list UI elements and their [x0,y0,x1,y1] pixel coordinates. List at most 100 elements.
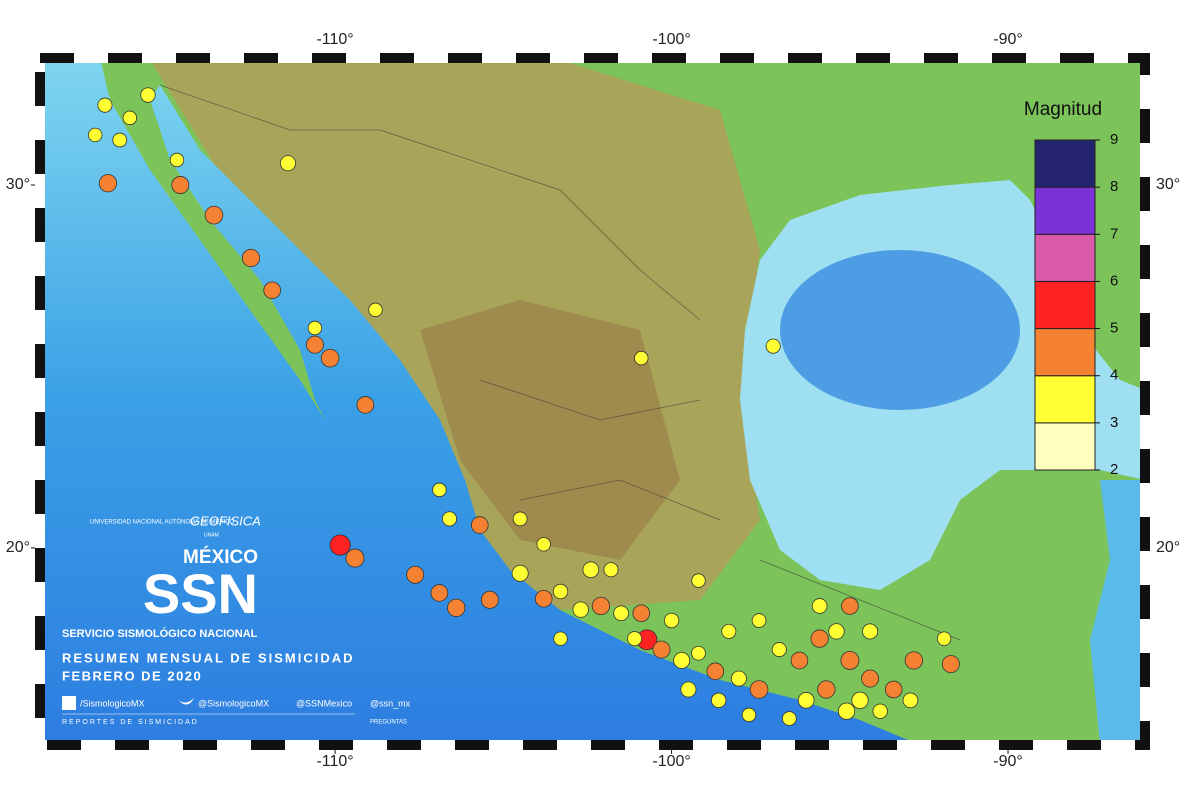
earthquake [98,174,118,193]
borders [159,84,961,641]
earthquake [345,548,365,568]
earthquake [810,629,829,648]
period: FEBRERO DE 2020 [62,668,202,683]
colorbar-label: 4 [1110,367,1118,384]
basemap [40,58,1145,745]
colorbar-swatch [1034,422,1096,471]
earthquake [320,348,340,368]
acronym: SSN [143,562,258,625]
earthquake [406,565,425,584]
earthquake [591,596,611,616]
colorbar-label: 7 [1110,225,1118,242]
earthquake [851,691,869,710]
colorbar-swatch [1034,280,1096,330]
earthquake [368,302,383,318]
colorbar-label: 6 [1110,272,1118,289]
earthquake [470,516,489,534]
earthquake [447,598,466,617]
earthquake [765,338,781,354]
colorbar-label: 9 [1110,131,1118,148]
earthquake [171,176,190,194]
earthquake [706,662,725,681]
caribbean [1090,480,1145,745]
legend: Magnitud 2 3 4 5 6 7 8 9 [1024,99,1118,478]
earthquake [632,604,651,623]
earthquake [872,703,888,719]
colorbar-label: 8 [1110,178,1118,195]
colorbar-swatch [1034,186,1096,235]
branding: UNIVERSIDAD NACIONAL AUTÓNOMA DE MÉXICO … [62,513,411,726]
country: MÉXICO [183,546,258,568]
earthquake [840,651,860,670]
earthquake [582,561,600,579]
x-tick-label-bottom: -110° [316,753,353,770]
colorbar-swatch [1034,375,1096,424]
earthquake [356,396,375,414]
earthquake [603,562,619,578]
x-tick-label-bottom: -100° [652,753,690,770]
earthquake [512,511,528,527]
earthquake [634,350,649,366]
earthquake [811,598,828,614]
earthquake [837,702,856,720]
earthquake [781,711,797,726]
colorbar-label: 3 [1110,414,1118,431]
earthquake [511,564,529,582]
x-tick-label-bottom: -90° [993,753,1023,770]
ticks: -110° -110° -100° -100° -90° -90° 20° 20° 30° 30° [6,31,1180,770]
y-tick-label-right: 20° [1156,539,1180,556]
twitter-icon [178,698,194,705]
earthquake [480,590,499,609]
unam: UNAM [204,532,219,538]
earthquake [140,87,156,103]
earthquake [751,613,767,628]
events [87,87,960,726]
frame-dash [35,53,1150,750]
earthquake [241,248,261,268]
earthquake [663,612,680,629]
earthquake [112,132,128,148]
headline: RESUMEN MENSUAL DE SISMICIDAD [62,650,355,665]
earthquake [627,631,643,647]
earthquake [572,601,589,618]
earthquake [307,320,323,336]
contact[interactable]: @ssn_mx [370,698,411,708]
earthquake [432,482,447,498]
earthquake [730,670,747,687]
earthquake [862,623,879,640]
x-tick-label-top: -110° [316,31,353,48]
colorbar-label: 5 [1110,320,1118,337]
twitter2[interactable]: @SSNMexico [296,698,352,708]
colorbar-label: 2 [1110,461,1118,478]
earthquake [936,631,952,646]
facebook[interactable]: /SismologicoMX [80,698,145,708]
earthquake [797,692,815,709]
x-tick-label-top: -90° [993,31,1023,48]
earthquake [680,681,697,698]
earthquake [552,583,569,600]
earthquake [305,335,324,354]
earthquake [263,281,281,300]
earthquake [97,97,113,113]
earthquake [279,155,296,172]
earthquake [553,631,568,646]
earthquake [710,692,727,709]
y-tick-label-right: 30° [1156,176,1180,193]
earthquake [430,584,449,602]
earthquake [828,623,845,640]
reports: REPORTES DE SISMICIDAD [62,719,199,726]
y-tick-label-left: 30° [6,176,30,193]
earthquake [884,680,903,699]
twitter[interactable]: @SismologicoMX [198,698,269,708]
earthquake [536,537,551,552]
colorbar-swatch [1034,233,1096,282]
university: UNIVERSIDAD NACIONAL AUTÓNOMA DE MÉXICO [90,519,234,526]
earthquake [904,651,923,670]
legend-title: Magnitud [1024,99,1102,120]
institute: GEOFISICA [190,513,261,528]
earthquake [771,642,787,658]
plateau [420,300,680,560]
